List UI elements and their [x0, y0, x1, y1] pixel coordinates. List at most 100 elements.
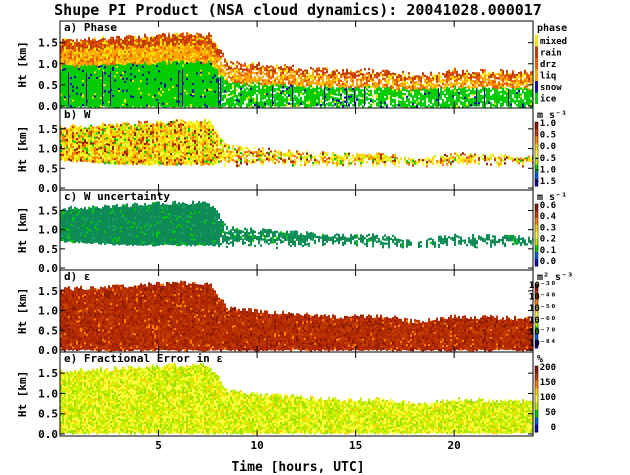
colorbar-segment	[535, 171, 538, 180]
panel-2: b) WHt [km]0.00.51.01.5m s⁻¹1.00.50.0-0.…	[16, 107, 567, 195]
heatmap-cells-3	[60, 200, 533, 249]
colorbar-unit: m² s⁻³	[537, 272, 573, 283]
colorbar-segment	[535, 410, 538, 418]
phase-swatch	[535, 92, 538, 104]
y-tick-label: 1.5	[38, 123, 58, 136]
colorbar-tick-label: 0.0	[540, 142, 556, 152]
colorbar-segment	[535, 402, 538, 411]
colorbar-segment	[535, 178, 538, 187]
colorbar-segment	[535, 326, 538, 335]
phase-swatch	[535, 69, 538, 81]
colorbar-segment	[535, 373, 538, 382]
colorbar-tick-label: -0.5	[534, 154, 556, 164]
panel-title: d) ε	[64, 270, 91, 283]
colorbar-segment	[535, 204, 538, 212]
x-tick-label: 20	[448, 439, 461, 452]
colorbar-tick-label: 150	[540, 378, 556, 388]
colorbar-segment	[535, 305, 538, 313]
y-axis-label: Ht [km]	[16, 126, 29, 172]
colorbar-tick-label: 0.4	[540, 212, 557, 222]
colorbar-frame	[534, 203, 539, 267]
colorbar-segment	[535, 291, 538, 299]
colorbar-segment	[535, 157, 538, 166]
phase-legend-label: drz	[540, 60, 556, 70]
colorbar-segment	[535, 424, 538, 433]
phase-legend-label: liq	[540, 71, 556, 82]
colorbar-segment	[535, 340, 538, 349]
panel-1: a) Phase Ht [km] 0.0 0.5 1.0 1.5 phase mixedrai…	[16, 20, 567, 113]
colorbar-segment	[535, 217, 538, 226]
y-tick-label: 1.0	[38, 305, 58, 318]
figure-title: Shupe PI Product (NSA cloud dynamics): 2…	[54, 1, 542, 19]
colorbar-segment	[535, 395, 538, 404]
panel-title: e) Fractional Error in ε	[64, 352, 223, 365]
x-tick-label: 5	[155, 439, 162, 452]
colorbar-tick-label: 100	[540, 393, 556, 403]
y-tick-label: 0.5	[38, 408, 58, 421]
colorbar-segment	[535, 284, 538, 292]
y-tick-label: 1.5	[38, 37, 58, 50]
colorbar-segment	[535, 136, 538, 144]
y-axis-label: Ht [km]	[16, 41, 29, 87]
colorbar-frame	[534, 121, 539, 187]
colorbar-segment	[535, 122, 538, 130]
heatmap-cells-1	[60, 32, 533, 108]
panel-frame	[59, 351, 534, 437]
colorbar-tick-label: 0.2	[540, 235, 556, 245]
panel-3: c) W uncertainty Ht [km] 0.0 0.5 1.0 1.5 m s⁻¹…	[16, 189, 567, 275]
phase-swatch	[535, 58, 538, 70]
colorbar-segment	[535, 129, 538, 137]
colorbar-segment	[535, 298, 538, 306]
panel-title: c) W uncertainty	[64, 190, 170, 203]
colorbar-segment	[535, 366, 538, 374]
colorbar-tick-label: -1.5	[534, 177, 556, 187]
colorbar-3: m s⁻¹0.60.40.3 0.20.10.0	[534, 192, 567, 267]
y-tick-label: 0.5	[38, 324, 58, 337]
colorbar-frame	[534, 283, 539, 349]
colorbar-segment	[535, 388, 538, 396]
phase-swatch	[535, 81, 538, 93]
colorbar-tick-label: 0.6	[540, 201, 556, 211]
colorbar-segment	[535, 259, 538, 267]
colorbar-tick-label: 0	[551, 423, 556, 433]
colorbar-segment	[535, 164, 538, 173]
y-axis-label: Ht [km]	[16, 207, 29, 253]
colorbar-unit: phase	[537, 23, 567, 34]
panel-4: d) εHt [km]0.00.51.01.5m² s⁻³10⁻³⁰10⁻⁴⁰1…	[16, 269, 573, 357]
colorbar-tick-label: 10⁻⁵⁰	[529, 304, 556, 314]
y-axis-label: Ht [km]	[16, 371, 29, 417]
colorbar-tick-label: 50	[545, 408, 556, 418]
colorbar-segment	[535, 252, 538, 260]
panel-title: a) Phase	[64, 21, 117, 34]
panel-5: e) Fractional Error in ε Ht [km] 0.0 0.5 1.0…	[16, 351, 556, 452]
y-tick-label: 0.5	[38, 79, 58, 92]
colorbar-segment	[535, 143, 538, 151]
colorbar-segment	[535, 224, 538, 233]
y-tick-label: 1.0	[38, 143, 58, 156]
y-axis-label: Ht [km]	[16, 288, 29, 334]
y-tick-label: 1.0	[38, 224, 58, 237]
heatmap-cells-5	[60, 362, 533, 435]
phase-legend-label: snow	[540, 83, 562, 93]
x-axis-label: Time [hours, UTC]	[231, 460, 364, 475]
colorbar-segment	[535, 319, 538, 328]
y-tick-label: 0.0	[38, 262, 58, 275]
y-tick-label: 1.0	[38, 58, 58, 71]
colorbar-segment	[535, 231, 538, 239]
heatmap-cells-4	[60, 280, 533, 352]
colorbar-tick-label: 0.0	[540, 257, 556, 267]
colorbar-tick-label: -1.0	[534, 165, 556, 175]
colorbar-tick-label: 10⁻⁴⁰	[529, 293, 556, 303]
colorbar-unit: m s⁻¹	[537, 192, 567, 203]
colorbar-tick-label: 10⁻⁸⁴	[529, 339, 556, 349]
colorbar-segment	[535, 417, 538, 426]
colorbar-tick-label: 10⁻⁶⁰	[529, 316, 556, 326]
colorbar-segment	[535, 333, 538, 342]
y-tick-label: 0.0	[38, 100, 58, 113]
y-tick-label: 0.0	[38, 344, 58, 357]
phase-swatch	[535, 46, 538, 58]
y-tick-label: 1.0	[38, 387, 58, 400]
x-tick-label: 10	[250, 439, 263, 452]
colorbar-segment	[535, 245, 538, 253]
